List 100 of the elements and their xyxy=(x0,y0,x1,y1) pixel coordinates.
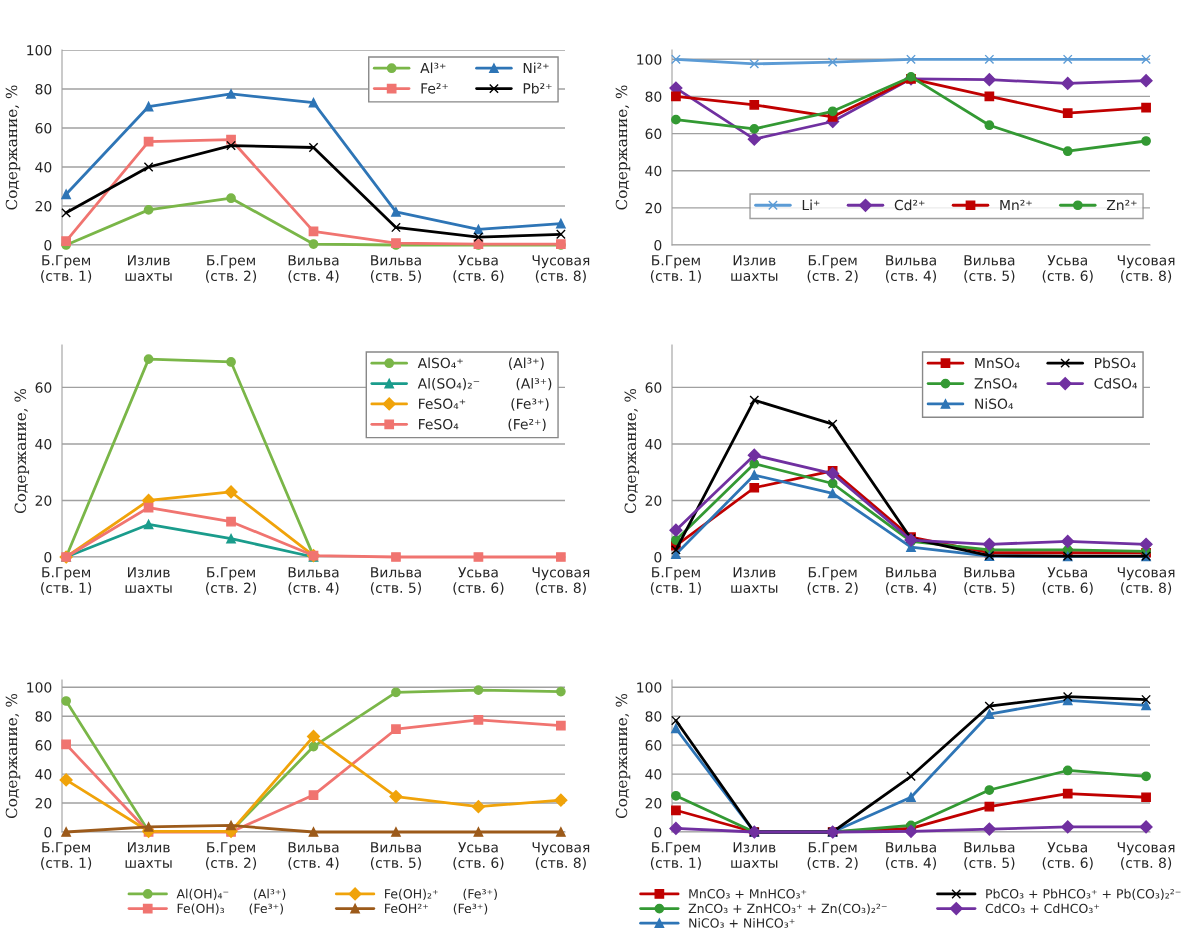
y-tick-label: 40 xyxy=(35,161,52,173)
y-tick-label: 40 xyxy=(645,165,662,177)
x-tick-label: Вильва (ств. 4) xyxy=(885,842,937,870)
y-tick-label: 0 xyxy=(44,826,52,838)
y-tick-label: 20 xyxy=(645,202,662,214)
legend-label: NiCO₃ + NiHCO₃⁺ xyxy=(689,918,795,928)
y-tick-label: 20 xyxy=(35,495,52,506)
legend-label: FeOH²⁺ (Fe³⁺) xyxy=(385,903,488,915)
y-tick-label: 40 xyxy=(645,438,662,450)
y-axis-title: Содержание, % xyxy=(14,388,30,514)
y-tick-label: 0 xyxy=(654,826,662,838)
x-tick-label: Б.Грем (ств. 2) xyxy=(807,567,858,595)
legend-label: FeSO₄ (Fe²⁺) xyxy=(419,418,546,432)
y-tick-label: 80 xyxy=(35,83,52,95)
legend-label: AlSO₄⁺ (Al³⁺) xyxy=(417,357,544,370)
legend-label: NiSO₄ xyxy=(975,398,1014,410)
y-tick-label: 0 xyxy=(44,551,52,563)
y-tick-label: 20 xyxy=(35,200,52,212)
legend-label: Al³⁺ xyxy=(420,62,446,74)
legend-label: Cd²⁺ xyxy=(894,199,925,211)
y-axis-title: Содержание, % xyxy=(615,85,631,210)
x-tick-label: Чусовая (ств. 8) xyxy=(532,567,590,595)
y-tick-label: 80 xyxy=(645,711,662,722)
x-tick-label: Вильва (ств. 5) xyxy=(370,255,421,283)
legend-label: Zn²⁺ xyxy=(1106,199,1137,211)
y-tick-label: 100 xyxy=(637,682,662,693)
legend-label: FeSO₄⁺ (Fe³⁺) xyxy=(419,398,549,411)
x-tick-label: Усьва (ств. 6) xyxy=(453,842,504,870)
x-tick-label: Б.Грем (ств. 2) xyxy=(206,255,257,283)
x-tick-label: Излив шахты xyxy=(125,255,172,282)
x-tick-label: Излив шахты xyxy=(125,842,172,869)
y-tick-label: 100 xyxy=(637,54,662,65)
x-tick-label: Б.Грем (ств. 2) xyxy=(206,842,257,870)
y-tick-label: 60 xyxy=(35,122,52,134)
x-tick-label: Чусовая (ств. 8) xyxy=(1117,567,1175,595)
x-tick-label: Вильва (ств. 4) xyxy=(288,842,339,870)
y-tick-label: 60 xyxy=(645,740,662,751)
x-tick-label: Б.Грем (ств. 1) xyxy=(650,255,701,283)
y-tick-label: 100 xyxy=(27,682,52,693)
x-tick-label: Вильва (ств. 5) xyxy=(964,842,1015,870)
x-tick-label: Вильва (ств. 4) xyxy=(288,255,339,283)
y-tick-label: 20 xyxy=(645,495,662,506)
x-tick-label: Усьва (ств. 6) xyxy=(1042,842,1093,870)
legend-label: CdCO₃ + CdHCO₃⁺ xyxy=(985,903,1100,914)
y-axis-title: Содержание, % xyxy=(624,388,640,514)
x-tick-label: Б.Грем (ств. 2) xyxy=(206,567,257,595)
y-axis-title: Содержание, % xyxy=(5,85,21,210)
x-tick-label: Б.Грем (ств. 1) xyxy=(650,567,701,595)
y-tick-label: 40 xyxy=(35,438,52,450)
x-tick-label: Вильва (ств. 4) xyxy=(885,255,937,283)
x-tick-label: Вильва (ств. 5) xyxy=(370,567,421,595)
legend-label: CdSO₄ xyxy=(1094,377,1138,389)
y-tick-label: 100 xyxy=(27,44,52,56)
legend-label: Mn²⁺ xyxy=(1000,199,1032,211)
legend-label: Fe²⁺ xyxy=(421,83,448,94)
x-tick-label: Чусовая (ств. 8) xyxy=(532,842,590,870)
y-axis-title: Содержание, % xyxy=(5,693,21,819)
legend-label: Li⁺ xyxy=(802,199,820,211)
legend-label: Ni²⁺ xyxy=(523,62,549,74)
x-tick-label: Излив шахты xyxy=(731,567,778,594)
y-tick-label: 80 xyxy=(35,711,52,722)
x-tick-label: Б.Грем (ств. 1) xyxy=(41,255,92,283)
y-axis-title: Содержание, % xyxy=(615,693,631,819)
x-tick-label: Б.Грем (ств. 2) xyxy=(807,255,858,283)
y-tick-label: 40 xyxy=(645,769,662,780)
x-tick-label: Чусовая (ств. 8) xyxy=(532,255,590,283)
x-tick-label: Вильва (ств. 5) xyxy=(370,842,421,870)
legend-label: MnCO₃ + MnHCO₃⁺ xyxy=(689,889,807,899)
y-tick-label: 0 xyxy=(44,239,52,251)
x-tick-label: Усьва (ств. 6) xyxy=(453,567,504,595)
x-tick-label: Усьва (ств. 6) xyxy=(1042,255,1093,283)
legend-label: Fe(OH)₃ (Fe³⁺) xyxy=(177,903,283,915)
y-tick-label: 60 xyxy=(35,740,52,751)
legend-label: MnSO₄ xyxy=(975,357,1020,369)
legend-label: PbSO₄ xyxy=(1095,357,1136,369)
y-tick-label: 40 xyxy=(35,769,52,780)
x-tick-label: Излив шахты xyxy=(731,842,778,869)
y-tick-label: 60 xyxy=(645,382,662,393)
x-tick-label: Вильва (ств. 4) xyxy=(288,567,339,595)
legend-label: Pb²⁺ xyxy=(523,82,552,94)
x-tick-label: Чусовая (ств. 8) xyxy=(1117,255,1175,283)
x-tick-label: Вильва (ств. 5) xyxy=(964,567,1015,595)
y-tick-label: 0 xyxy=(654,239,662,251)
legend-label: Al(SO₄)₂⁻ (Al³⁺) xyxy=(417,377,552,391)
x-tick-label: Б.Грем (ств. 2) xyxy=(807,842,858,870)
legend-label: ZnSO₄ xyxy=(974,378,1018,389)
y-tick-label: 20 xyxy=(645,798,662,809)
x-tick-label: Вильва (ств. 5) xyxy=(964,255,1015,283)
legend-label: Al(OH)₄⁻ (Al³⁺) xyxy=(176,888,286,900)
y-tick-label: 60 xyxy=(35,382,52,393)
y-tick-label: 60 xyxy=(645,128,662,140)
y-tick-label: 80 xyxy=(645,91,662,102)
x-tick-label: Б.Грем (ств. 1) xyxy=(650,842,701,870)
x-tick-label: Б.Грем (ств. 1) xyxy=(41,842,92,870)
legend-label: PbCO₃ + PbHCO₃⁺ + Pb(CO₃)₂²⁻ xyxy=(986,888,1181,900)
legend-label: ZnCO₃ + ZnHCO₃⁺ + Zn(CO₃)₂²⁻ xyxy=(688,903,887,915)
y-tick-label: 0 xyxy=(654,551,662,563)
x-tick-label: Усьва (ств. 6) xyxy=(1042,567,1093,595)
x-tick-label: Излив шахты xyxy=(125,567,172,594)
x-tick-label: Б.Грем (ств. 1) xyxy=(41,567,92,595)
